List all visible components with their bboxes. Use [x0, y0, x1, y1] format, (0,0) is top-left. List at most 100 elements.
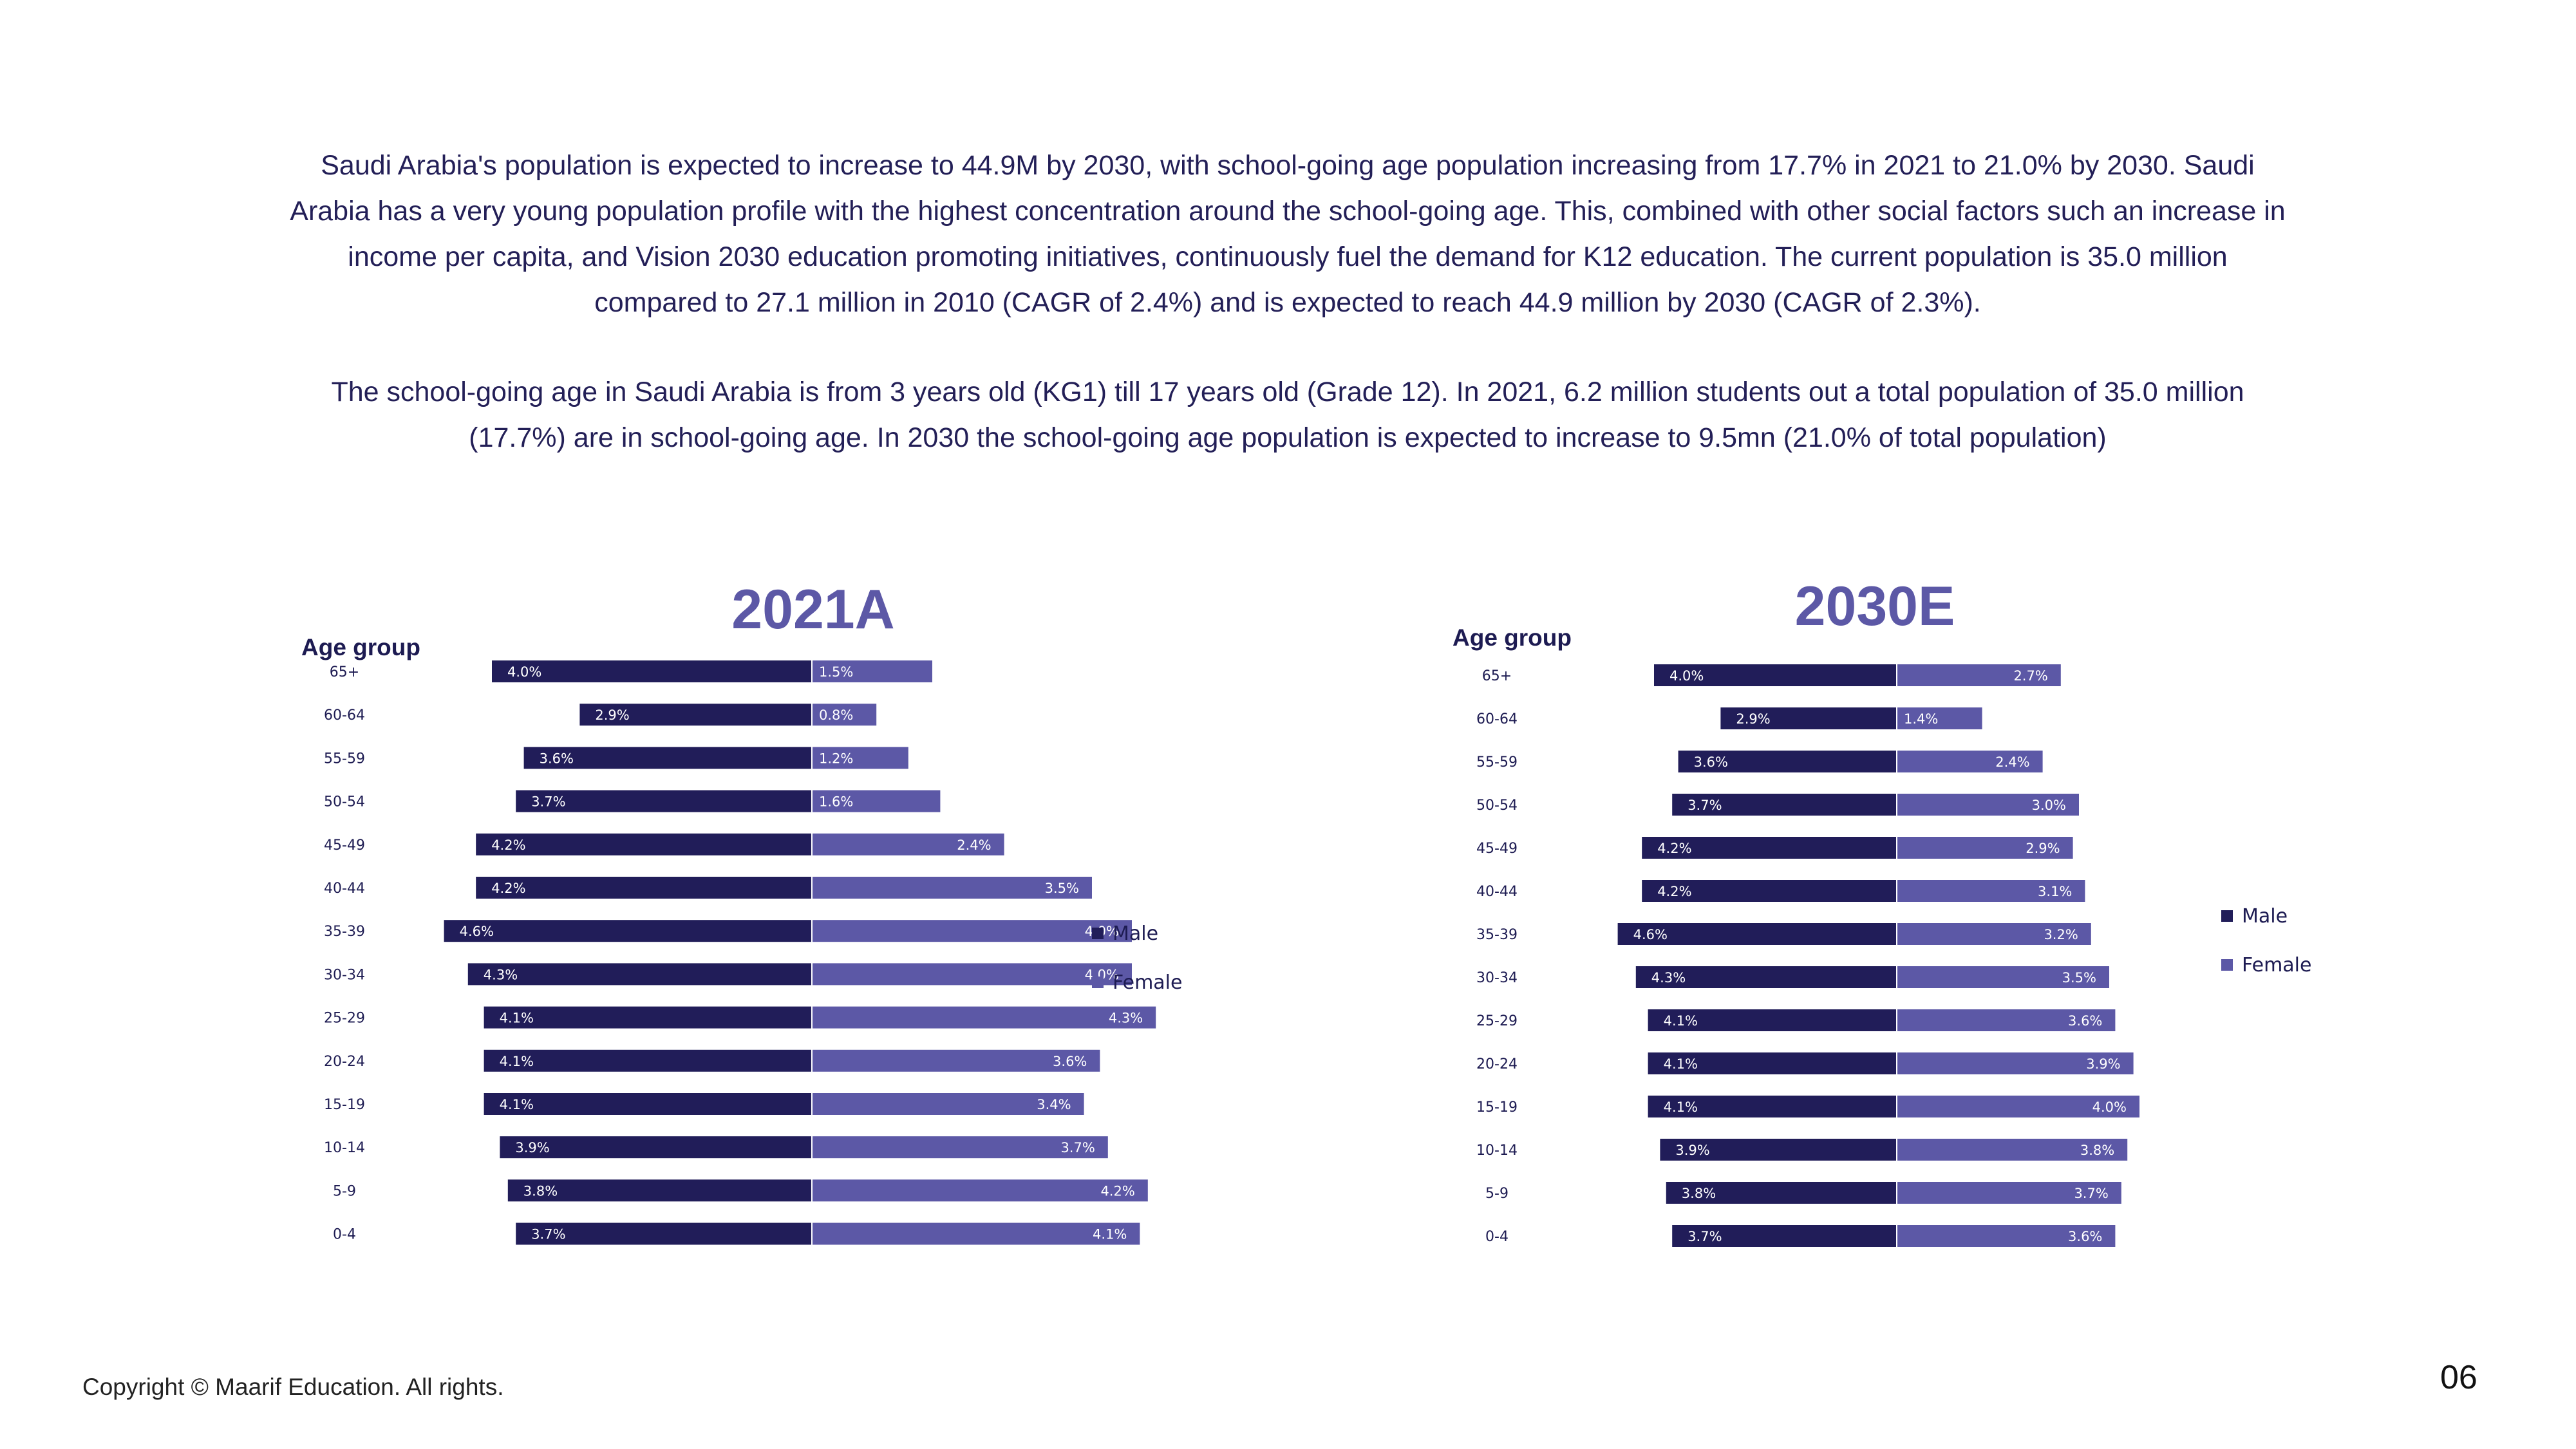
female-bar: [1897, 1139, 2128, 1161]
female-bar: [1897, 751, 2043, 772]
male-bar: [1672, 794, 1896, 816]
male-data-label: 3.7%: [1688, 1229, 1722, 1244]
legend-male-label: Male: [1113, 922, 1159, 945]
male-bar: [1672, 1225, 1896, 1247]
copyright-text: Copyright © Maarif Education. All rights…: [82, 1374, 504, 1400]
chart-title-2030: 2030E: [1794, 575, 1955, 637]
male-bar: [1666, 1182, 1896, 1204]
male-data-label: 4.2%: [491, 837, 525, 853]
female-bar: [813, 704, 877, 726]
male-bar: [467, 963, 811, 986]
male-bar: [1660, 1139, 1896, 1161]
male-bar: [492, 660, 811, 682]
female-data-label: 4.2%: [1100, 1183, 1134, 1199]
male-data-label: 2.9%: [1736, 711, 1770, 727]
category-label: 0-4: [333, 1227, 356, 1243]
female-bar: [1897, 880, 2085, 902]
intro-paragraph-2: The school-going age in Saudi Arabia is …: [331, 377, 2244, 453]
male-data-label: 2.9%: [595, 707, 629, 723]
female-data-label: 1.4%: [1904, 711, 1938, 727]
male-swatch: [2221, 910, 2233, 922]
male-data-label: 4.0%: [1669, 668, 1704, 684]
male-data-label: 3.6%: [1694, 754, 1728, 770]
y-axis-label-2030: Age group: [1453, 624, 1572, 651]
female-data-label: 1.5%: [819, 664, 853, 680]
male-data-label: 4.3%: [484, 967, 518, 982]
category-label: 15-19: [324, 1097, 365, 1113]
male-swatch: [1092, 928, 1104, 939]
male-bar: [507, 1179, 811, 1202]
category-label: 35-39: [324, 924, 365, 940]
female-data-label: 1.6%: [819, 794, 853, 810]
male-data-label: 3.9%: [1675, 1143, 1709, 1158]
category-label: 50-54: [324, 794, 365, 810]
category-label: 10-14: [1476, 1143, 1518, 1159]
female-bar: [813, 1093, 1084, 1115]
legend-female-label: Female: [1113, 971, 1183, 994]
female-bar: [1897, 794, 2079, 816]
male-data-label: 3.6%: [540, 751, 574, 766]
female-data-label: 3.6%: [2068, 1229, 2102, 1244]
male-data-label: 4.1%: [1664, 1099, 1698, 1115]
legend-2021: Male Female: [1092, 921, 1182, 1018]
female-bar: [813, 790, 941, 812]
female-bar: [1897, 837, 2073, 859]
female-data-label: 3.0%: [2032, 798, 2066, 813]
category-label: 55-59: [324, 751, 365, 767]
male-bar: [1648, 1096, 1896, 1117]
male-bar: [1654, 664, 1896, 686]
female-data-label: 1.2%: [819, 751, 853, 766]
male-data-label: 4.1%: [1664, 1013, 1698, 1029]
female-data-label: 4.0%: [2092, 1099, 2127, 1115]
legend-male-label: Male: [2242, 904, 2288, 928]
female-bar: [1897, 1009, 2116, 1031]
category-label: 25-29: [1476, 1013, 1518, 1029]
female-data-label: 2.7%: [2013, 668, 2047, 684]
male-data-label: 3.7%: [1688, 798, 1722, 813]
category-label: 30-34: [324, 967, 365, 983]
female-data-label: 3.9%: [2086, 1056, 2120, 1072]
category-label: 0-4: [1485, 1229, 1509, 1245]
legend-female-label: Female: [2242, 953, 2312, 977]
female-bar: [813, 963, 1132, 986]
female-data-label: 2.9%: [2026, 841, 2060, 856]
female-bar: [1897, 1052, 2134, 1074]
category-label: 45-49: [1476, 841, 1518, 857]
female-data-label: 3.4%: [1037, 1097, 1071, 1112]
category-label: 40-44: [1476, 884, 1518, 900]
female-data-label: 2.4%: [957, 837, 991, 853]
male-bar: [523, 747, 811, 769]
male-data-label: 4.1%: [1664, 1056, 1698, 1072]
page-number: 06: [2440, 1359, 2477, 1396]
female-bar: [1897, 1096, 2139, 1117]
male-data-label: 4.1%: [500, 1097, 534, 1112]
male-data-label: 4.1%: [500, 1054, 534, 1069]
female-bar: [813, 1136, 1108, 1159]
category-label: 35-39: [1476, 927, 1518, 943]
y-axis-label-2021: Age group: [301, 634, 420, 660]
male-data-label: 4.2%: [1657, 841, 1691, 856]
male-bar: [516, 1222, 811, 1245]
male-data-label: 4.0%: [507, 664, 541, 680]
category-label: 15-19: [1476, 1099, 1518, 1116]
female-bar: [1897, 966, 2109, 988]
female-bar: [813, 1049, 1100, 1072]
intro-paragraph-1: Saudi Arabia's population is expected to…: [290, 150, 2286, 318]
male-data-label: 3.9%: [515, 1140, 549, 1155]
male-bar: [476, 833, 811, 855]
female-data-label: 4.1%: [1093, 1227, 1127, 1242]
female-bar: [813, 1179, 1148, 1202]
male-data-label: 3.7%: [531, 1227, 565, 1242]
intro-text: Saudi Arabia's population is expected to…: [283, 143, 2292, 461]
male-bar: [444, 920, 811, 942]
category-label: 5-9: [333, 1183, 356, 1199]
category-label: 60-64: [1476, 711, 1518, 727]
female-swatch: [2221, 959, 2233, 971]
female-data-label: 4.3%: [1109, 1011, 1143, 1026]
female-bar: [813, 747, 908, 769]
female-bar: [1897, 707, 1982, 729]
female-data-label: 3.1%: [2038, 884, 2072, 899]
female-data-label: 3.7%: [2074, 1186, 2108, 1201]
